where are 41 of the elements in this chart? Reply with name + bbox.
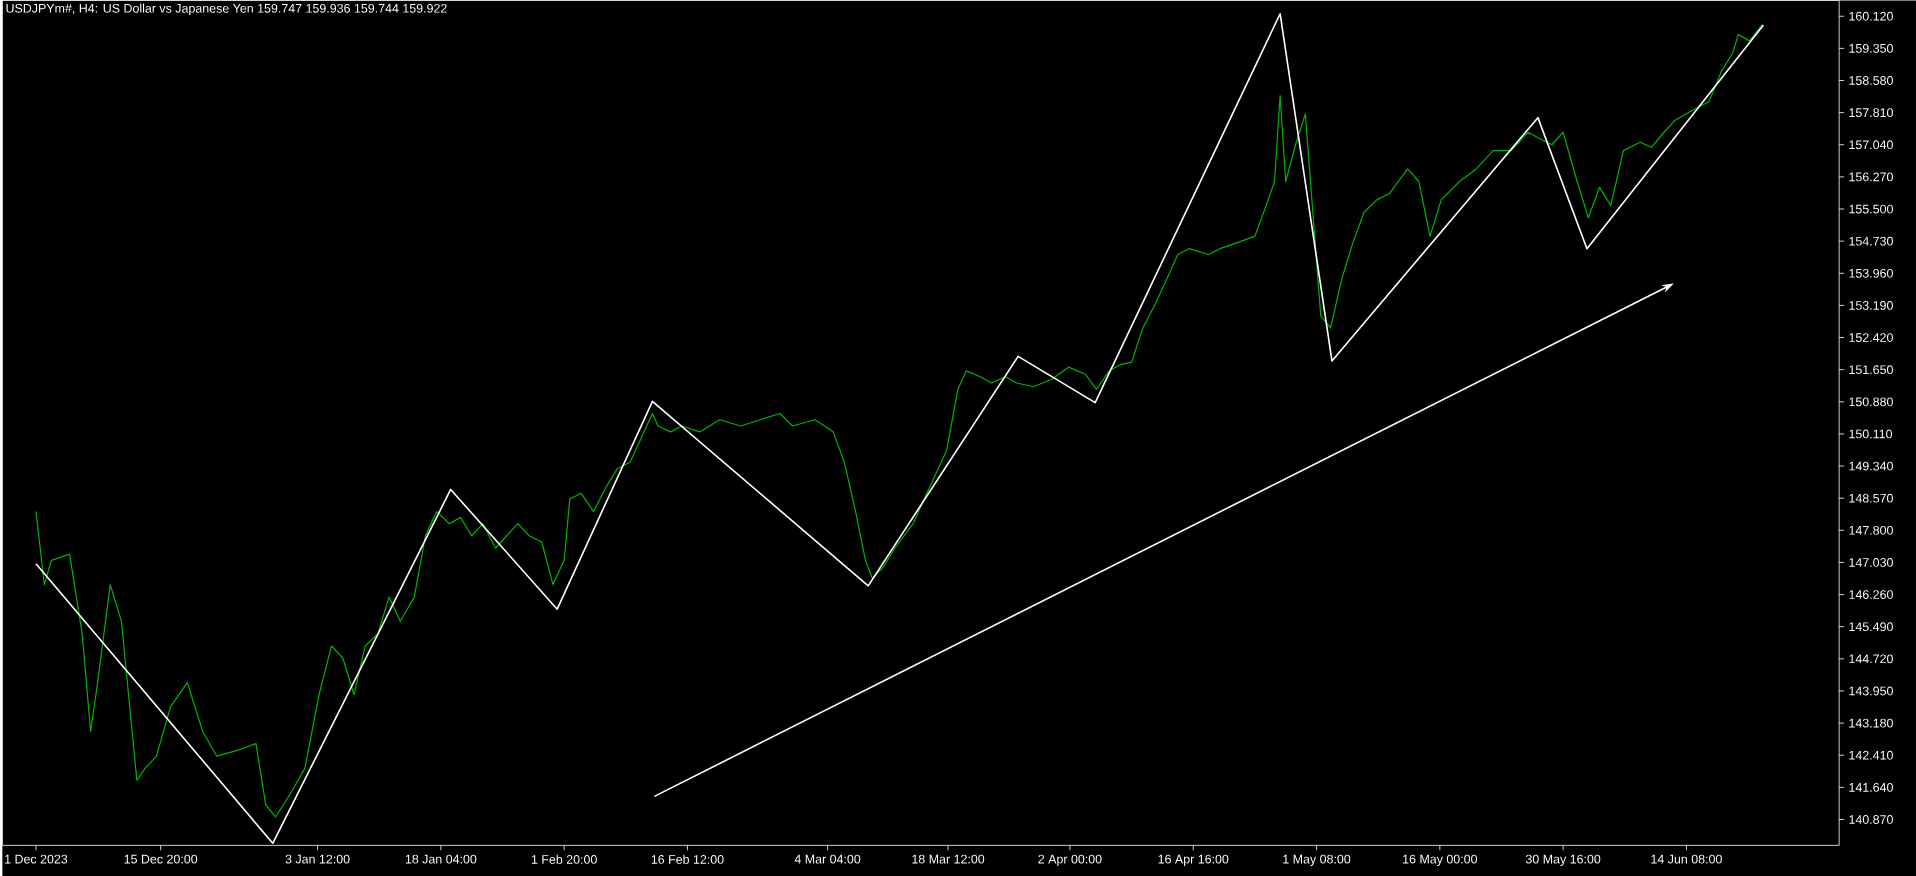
y-tick-label: 151.650 [1849,365,1893,374]
y-tick-label: 160.120 [1849,11,1893,21]
x-tick-label: 16 Feb 12:00 [651,854,724,864]
x-tick-label: 30 May 16:00 [1525,854,1601,866]
y-tick-label: 150.110 [1849,429,1893,439]
y-tick-label: 153.960 [1849,268,1893,278]
x-tick-label: 15 Dec 20:00 [124,854,198,864]
x-tick-label: 1 Dec 2023 [5,854,68,864]
y-tick-label: 145.490 [1849,622,1893,631]
y-tick-label: 152.420 [1849,332,1893,342]
y-tick-label: 153.190 [1849,300,1893,310]
x-tick-label: 16 Apr 16:00 [1158,854,1229,866]
y-tick-label: 146.260 [1849,590,1893,599]
y-tick-label: 157.040 [1849,140,1893,150]
y-tick-label: 142.410 [1849,750,1893,760]
y-tick-label: 155.500 [1849,204,1893,214]
y-tick-label: 157.810 [1849,108,1893,117]
y-tick-label: 159.350 [1849,43,1893,53]
y-tick-label: 158.580 [1849,75,1893,85]
y-tick-label: 156.270 [1849,172,1893,182]
y-tick-label: 141.640 [1849,782,1893,792]
x-tick-label: 2 Apr 00:00 [1038,854,1102,866]
x-tick-label: 14 Jun 08:00 [1651,854,1722,864]
y-tick-label: 147.800 [1849,525,1893,535]
y-tick-label: 154.730 [1849,236,1893,246]
y-tick-label: 150.880 [1849,397,1893,407]
x-tick-label: 18 Jan 04:00 [405,854,477,864]
x-tick-label: 18 Mar 12:00 [912,854,985,864]
x-tick-label: 16 May 00:00 [1403,854,1478,866]
x-tick-label: 3 Jan 12:00 [285,854,350,864]
chart-title: USDJPYm#, H4: US Dollar vs Japanese Yen 159.747 159.936 159.744 159.922 [6,3,447,16]
x-tick-label: 4 Mar 04:00 [794,854,861,864]
y-tick-label: 148.570 [1849,493,1893,503]
x-tick-label: 1 Feb 20:00 [531,854,597,864]
y-tick-label: 147.030 [1849,557,1893,567]
y-tick-label: 144.720 [1849,654,1893,664]
y-tick-label: 143.180 [1849,718,1893,728]
x-tick-label: 1 May 08:00 [1283,854,1351,866]
y-tick-label: 140.870 [1849,814,1893,824]
y-tick-label: 143.950 [1849,686,1893,696]
y-tick-label: 149.340 [1849,461,1893,471]
